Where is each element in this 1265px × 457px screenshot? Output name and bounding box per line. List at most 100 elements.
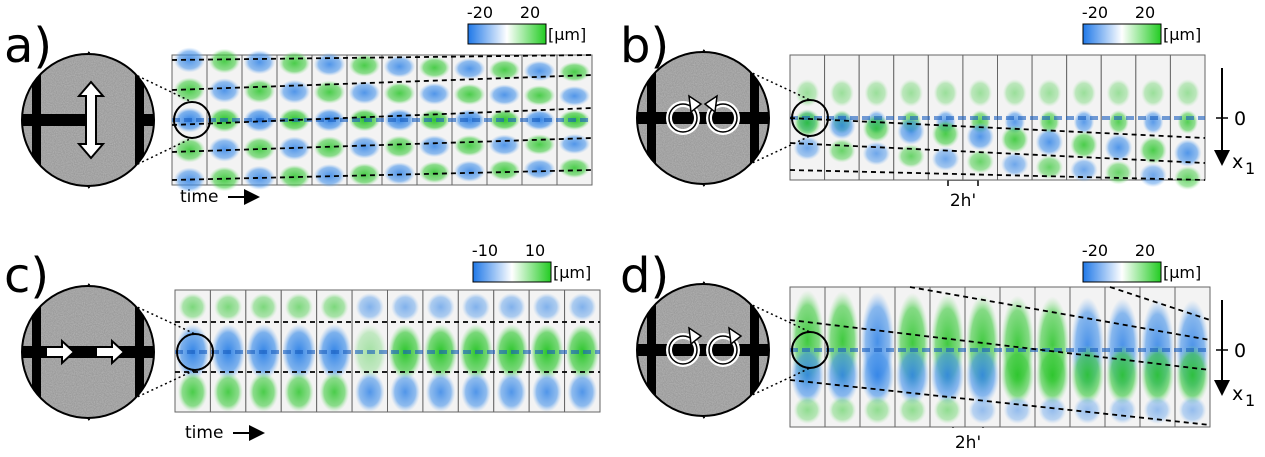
blob xyxy=(1070,131,1098,159)
blob xyxy=(462,293,490,321)
blob xyxy=(568,293,596,321)
blob xyxy=(899,79,923,107)
blob xyxy=(828,139,856,163)
blob xyxy=(419,83,451,105)
blob xyxy=(863,141,891,165)
blob xyxy=(249,372,279,412)
colorbar-min: -20 xyxy=(1082,3,1108,22)
blob xyxy=(426,372,456,412)
blob xyxy=(489,135,521,156)
blob xyxy=(384,136,416,158)
figure: a) b) c) d) -20 20 [µm] -20 20 [µm] -10 … xyxy=(0,0,1265,457)
blob xyxy=(793,136,821,160)
blob xyxy=(524,61,556,82)
blob xyxy=(1036,155,1064,179)
blob xyxy=(489,160,521,181)
blob xyxy=(1036,128,1064,156)
blob xyxy=(1004,396,1032,424)
blob xyxy=(249,293,277,321)
blob xyxy=(419,57,451,79)
blob xyxy=(830,79,854,107)
blob xyxy=(174,77,206,102)
blob xyxy=(285,293,313,321)
blob xyxy=(1143,110,1164,134)
colorbar-max: 20 xyxy=(1135,241,1155,260)
blob xyxy=(1037,79,1061,107)
colorbar-min: -20 xyxy=(1082,241,1108,260)
colorbar: -20 20 [µm] xyxy=(467,3,586,44)
blob xyxy=(174,137,206,162)
blob xyxy=(356,293,384,321)
blob xyxy=(1108,110,1129,134)
blob xyxy=(419,109,451,131)
colorbar-unit: [µm] xyxy=(548,25,586,44)
blob xyxy=(794,396,822,424)
blob xyxy=(454,84,486,106)
blob xyxy=(349,136,381,159)
axis: 0 x 1 xyxy=(1216,68,1255,178)
image-strip xyxy=(703,50,1205,190)
blob xyxy=(426,293,454,321)
blob xyxy=(934,396,962,424)
blob xyxy=(497,372,527,412)
colorbar: -20 20 [µm] xyxy=(1082,241,1201,282)
blob xyxy=(934,79,958,107)
blob xyxy=(524,134,556,155)
blob xyxy=(179,293,207,321)
blob xyxy=(1179,396,1207,424)
blob xyxy=(1141,79,1165,107)
blob xyxy=(244,50,276,74)
blob xyxy=(1070,158,1098,182)
blob xyxy=(1174,166,1202,190)
blob xyxy=(320,372,350,412)
colorbar-min: -20 xyxy=(467,3,493,22)
blob xyxy=(1003,79,1027,107)
blob xyxy=(279,51,311,75)
axis-label: x xyxy=(1232,151,1243,173)
colorbar-unit: [µm] xyxy=(553,263,591,282)
blob xyxy=(1001,152,1029,176)
blob xyxy=(454,58,486,80)
blob xyxy=(1109,396,1137,424)
colorbar-max: 20 xyxy=(520,3,540,22)
blob xyxy=(829,396,857,424)
blob xyxy=(524,159,556,180)
blob xyxy=(419,161,451,183)
blob xyxy=(489,84,521,105)
blob xyxy=(968,79,992,107)
blob xyxy=(559,134,591,154)
scale-label: 2h' xyxy=(955,433,981,453)
blob xyxy=(1176,79,1200,107)
blob xyxy=(1106,79,1130,107)
blob xyxy=(524,85,556,106)
blob xyxy=(320,293,348,321)
blob xyxy=(213,372,243,412)
image-strip xyxy=(703,282,1210,427)
scale-bar: 2h' xyxy=(948,180,978,211)
blob xyxy=(559,86,591,106)
blob xyxy=(390,372,420,412)
blob xyxy=(355,372,385,412)
time-label: time xyxy=(185,423,223,443)
axis-zero: 0 xyxy=(1234,340,1246,362)
blob xyxy=(559,62,591,82)
colorbar: -10 10 [µm] xyxy=(472,241,591,282)
blob xyxy=(899,396,927,424)
blob xyxy=(244,79,276,103)
blob xyxy=(314,53,346,76)
blob xyxy=(932,120,960,148)
blob xyxy=(864,79,888,107)
blob xyxy=(1139,163,1167,187)
blob xyxy=(214,293,242,321)
panel-label: c) xyxy=(4,248,49,304)
blob xyxy=(454,161,486,183)
axis: 0 x 1 xyxy=(1216,300,1255,410)
blob xyxy=(567,372,597,412)
image-strip xyxy=(88,284,600,420)
panel-label: a) xyxy=(4,18,52,74)
blob xyxy=(419,135,451,157)
blob xyxy=(793,109,821,137)
blob xyxy=(497,293,525,321)
blob xyxy=(1177,110,1198,134)
blob xyxy=(897,117,925,145)
